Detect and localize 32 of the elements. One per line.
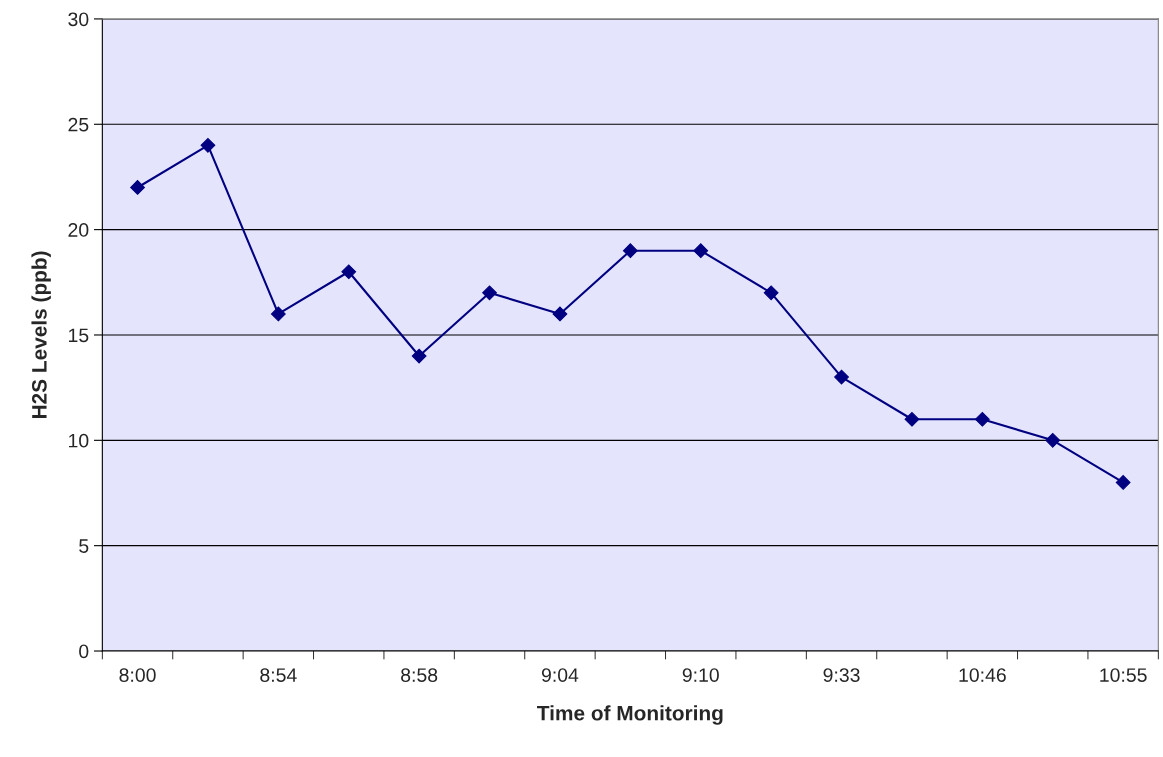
y-tick-label: 30 — [68, 12, 89, 27]
y-tick-label: 0 — [79, 644, 89, 659]
x-tick-label: 8:00 — [119, 668, 156, 682]
point — [411, 348, 427, 364]
point — [1045, 432, 1061, 448]
y-tick-label: 15 — [69, 328, 89, 343]
x-tick-label: 9:33 — [823, 668, 860, 682]
point — [763, 285, 779, 301]
point — [130, 180, 145, 195]
point — [834, 369, 849, 385]
y-tick-label: 25 — [68, 117, 89, 132]
point — [622, 243, 638, 259]
x-tick-label: 9:04 — [541, 668, 579, 682]
point — [693, 243, 709, 259]
point — [1115, 475, 1131, 490]
x-tick-label: 10:46 — [959, 668, 1006, 682]
point — [904, 411, 920, 427]
x-tick-label: 9:10 — [682, 668, 719, 682]
point — [974, 411, 990, 427]
y-axis-title: H2S Levels (ppb) — [31, 251, 51, 419]
x-tick-label: 8:58 — [401, 668, 438, 682]
x-tick-label: 8:54 — [260, 668, 297, 682]
y-tick-label: 5 — [79, 539, 89, 553]
point — [270, 306, 286, 322]
y-tick-label: 10 — [69, 433, 89, 448]
x-tick-label: 10:55 — [1100, 668, 1147, 682]
point — [482, 285, 497, 301]
x-axis-title: Time of Monitoring — [537, 705, 723, 725]
y-tick-label: 20 — [68, 223, 89, 237]
point — [552, 306, 568, 322]
point — [341, 264, 357, 280]
point — [200, 137, 216, 153]
